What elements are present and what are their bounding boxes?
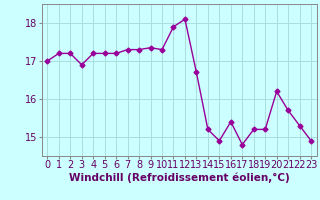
X-axis label: Windchill (Refroidissement éolien,°C): Windchill (Refroidissement éolien,°C) <box>69 173 290 183</box>
